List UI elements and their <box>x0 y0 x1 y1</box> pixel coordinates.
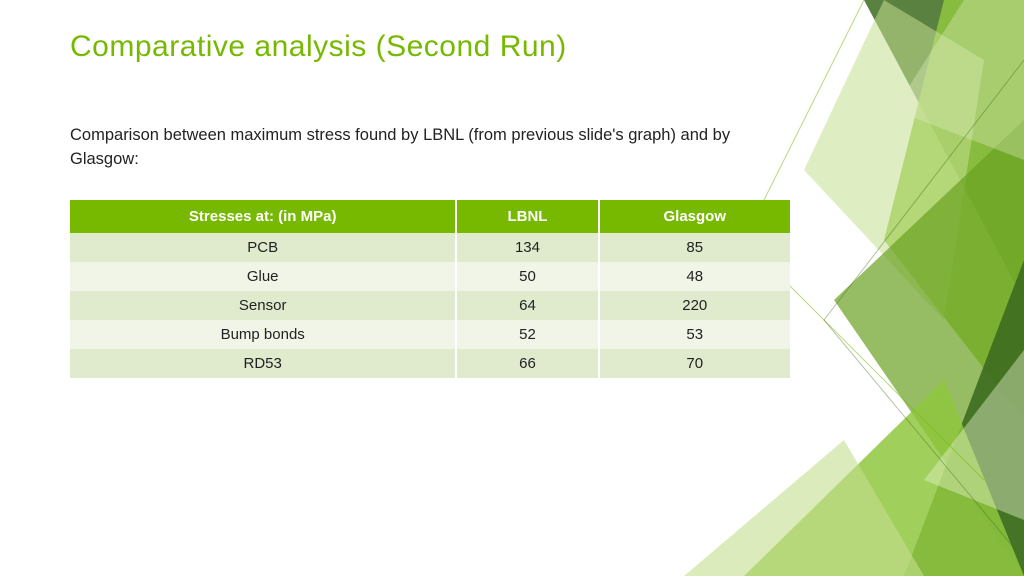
table-row: Bump bonds 52 53 <box>70 320 790 349</box>
table-cell: 50 <box>456 262 598 291</box>
table-row: PCB 134 85 <box>70 233 790 262</box>
table-header-cell: Glasgow <box>599 200 790 233</box>
table-cell: 66 <box>456 349 598 378</box>
table-cell: 70 <box>599 349 790 378</box>
table-cell: 48 <box>599 262 790 291</box>
table-cell: 85 <box>599 233 790 262</box>
table-row: Glue 50 48 <box>70 262 790 291</box>
comparison-table: Stresses at: (in MPa) LBNL Glasgow PCB 1… <box>70 200 790 378</box>
slide-subtitle: Comparison between maximum stress found … <box>70 124 790 172</box>
table-cell: 64 <box>456 291 598 320</box>
slide-title: Comparative analysis (Second Run) <box>70 30 830 64</box>
table-cell: RD53 <box>70 349 456 378</box>
table-cell: Sensor <box>70 291 456 320</box>
table-cell: 134 <box>456 233 598 262</box>
table-row: RD53 66 70 <box>70 349 790 378</box>
table-cell: Bump bonds <box>70 320 456 349</box>
slide: Comparative analysis (Second Run) Compar… <box>0 0 1024 576</box>
table-header-row: Stresses at: (in MPa) LBNL Glasgow <box>70 200 790 233</box>
slide-content: Comparative analysis (Second Run) Compar… <box>70 30 830 378</box>
table-cell: 220 <box>599 291 790 320</box>
table-cell: PCB <box>70 233 456 262</box>
table-cell: Glue <box>70 262 456 291</box>
table-header-cell: LBNL <box>456 200 598 233</box>
table-header-cell: Stresses at: (in MPa) <box>70 200 456 233</box>
table-cell: 53 <box>599 320 790 349</box>
table-row: Sensor 64 220 <box>70 291 790 320</box>
table-cell: 52 <box>456 320 598 349</box>
